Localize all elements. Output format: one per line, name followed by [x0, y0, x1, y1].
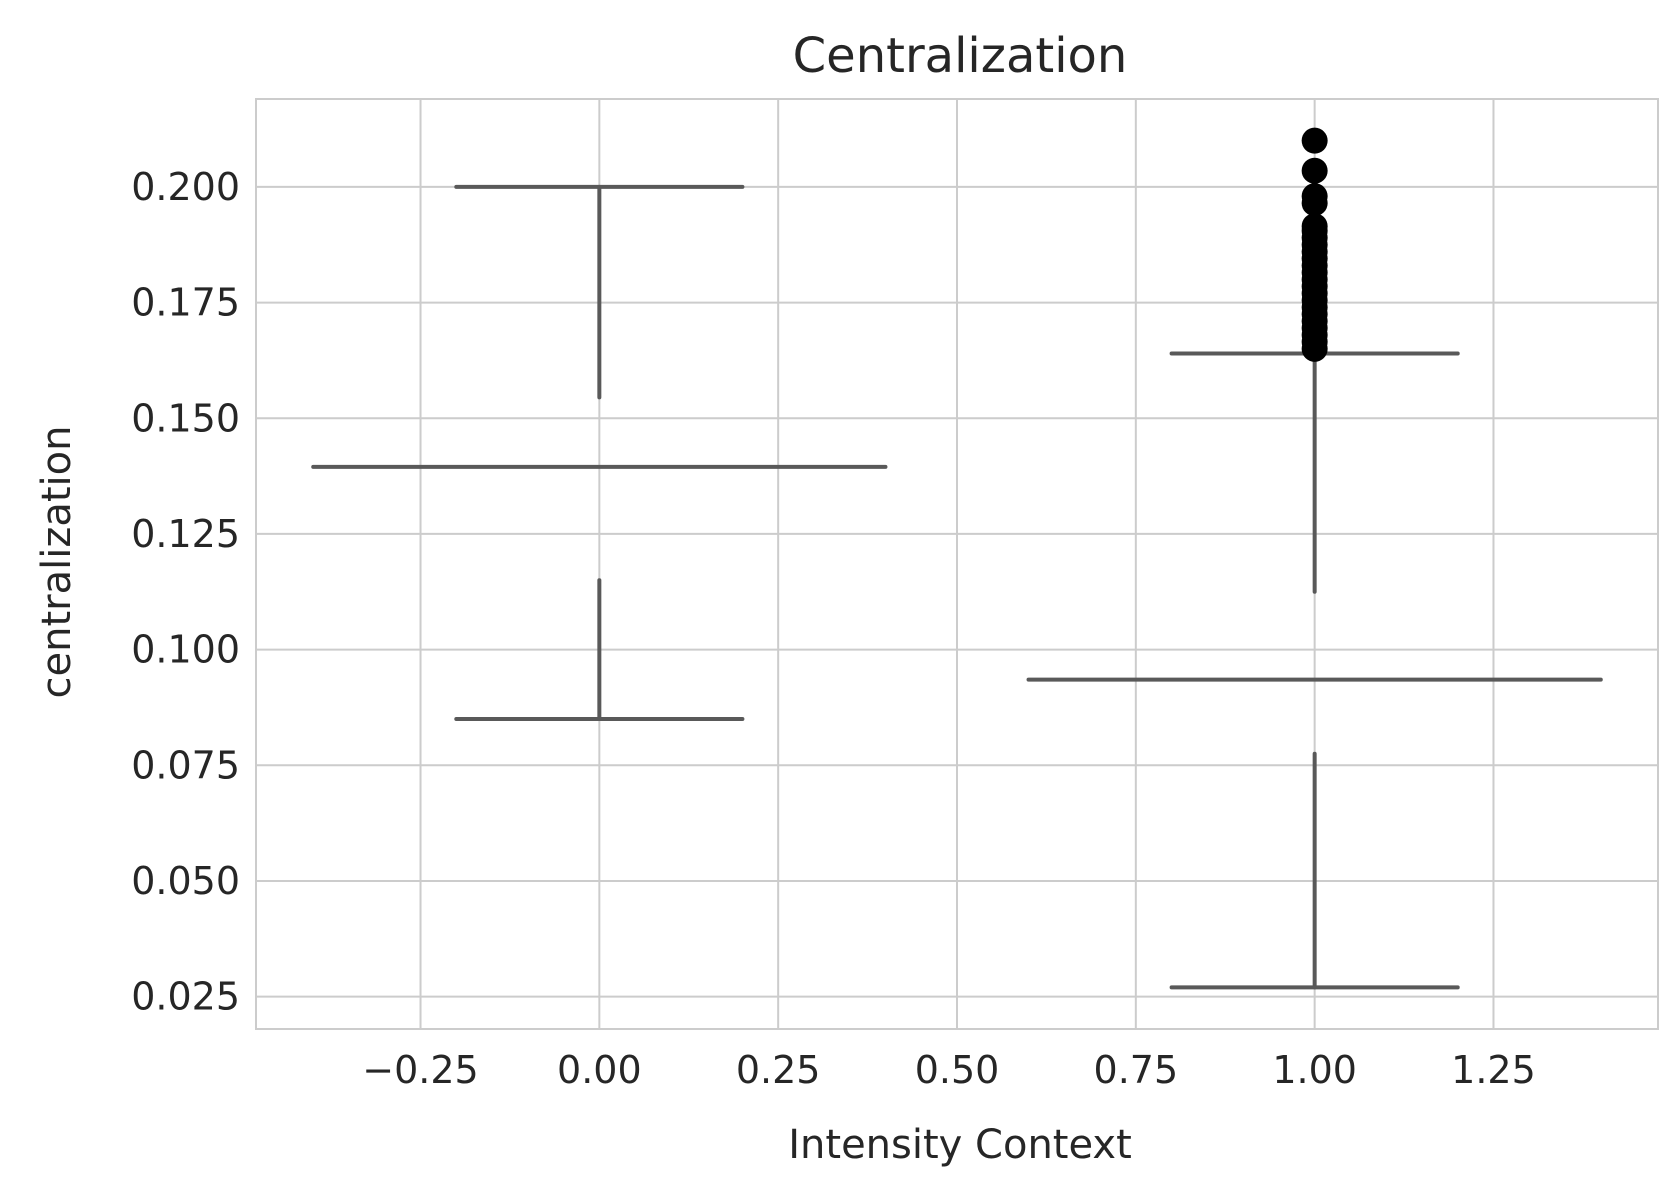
box-group — [1026, 127, 1603, 990]
chart-title: Centralization — [793, 28, 1128, 84]
x-tick-label: 1.00 — [1272, 1048, 1357, 1092]
y-tick-label: 0.025 — [131, 975, 240, 1019]
x-tick-label: 0.25 — [736, 1048, 821, 1092]
y-tick-label: 0.100 — [131, 628, 240, 672]
y-tick-label: 0.050 — [131, 859, 240, 903]
outlier-point — [1301, 335, 1328, 362]
plot-frame — [255, 98, 1659, 1030]
y-tick-label: 0.125 — [131, 512, 240, 556]
outlier-point — [1301, 157, 1328, 184]
x-tick-label: 0.75 — [1094, 1048, 1179, 1092]
box-group — [311, 184, 888, 721]
x-axis-label: Intensity Context — [788, 1122, 1132, 1168]
plot-marks — [311, 127, 1603, 990]
y-tick-label: 0.175 — [131, 281, 240, 325]
y-tick-label: 0.150 — [131, 396, 240, 440]
y-tick-label: 0.200 — [131, 165, 240, 209]
y-axis-ticks: 0.025 0.050 0.075 0.100 0.125 0.150 0.175 0.200 — [131, 165, 240, 1019]
x-axis-ticks: −0.25 0.00 0.25 0.50 0.75 1.00 1.25 — [362, 1048, 1535, 1092]
x-tick-label: −0.25 — [362, 1048, 478, 1092]
y-axis-label: centralization — [34, 426, 80, 699]
y-tick-label: 0.075 — [131, 743, 240, 787]
x-tick-label: 0.00 — [557, 1048, 642, 1092]
x-tick-label: 1.25 — [1451, 1048, 1536, 1092]
outlier-point — [1301, 127, 1328, 154]
x-tick-label: 0.50 — [915, 1048, 1000, 1092]
outlier-point — [1301, 190, 1328, 217]
